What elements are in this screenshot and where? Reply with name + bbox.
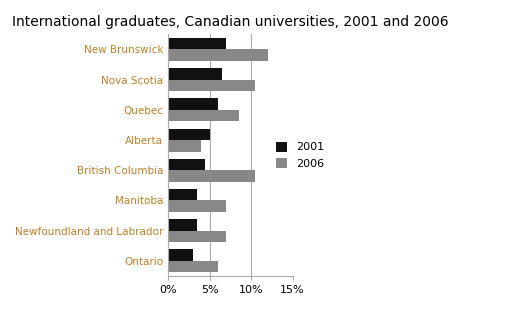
Bar	[168, 68, 222, 80]
Bar	[168, 201, 226, 212]
Bar	[168, 110, 238, 121]
Bar	[168, 38, 226, 49]
Bar	[168, 80, 255, 91]
Bar	[168, 170, 255, 182]
Bar	[168, 261, 218, 272]
Bar	[168, 129, 210, 140]
Legend: 2001, 2006: 2001, 2006	[276, 142, 324, 169]
Bar	[168, 140, 201, 152]
Bar	[168, 189, 197, 201]
Bar	[168, 219, 197, 231]
Bar	[168, 231, 226, 242]
Bar	[168, 98, 218, 110]
Bar	[168, 159, 206, 170]
Title: International graduates, Canadian universities, 2001 and 2006: International graduates, Canadian univer…	[12, 15, 449, 29]
Bar	[168, 249, 193, 261]
Bar	[168, 49, 268, 61]
